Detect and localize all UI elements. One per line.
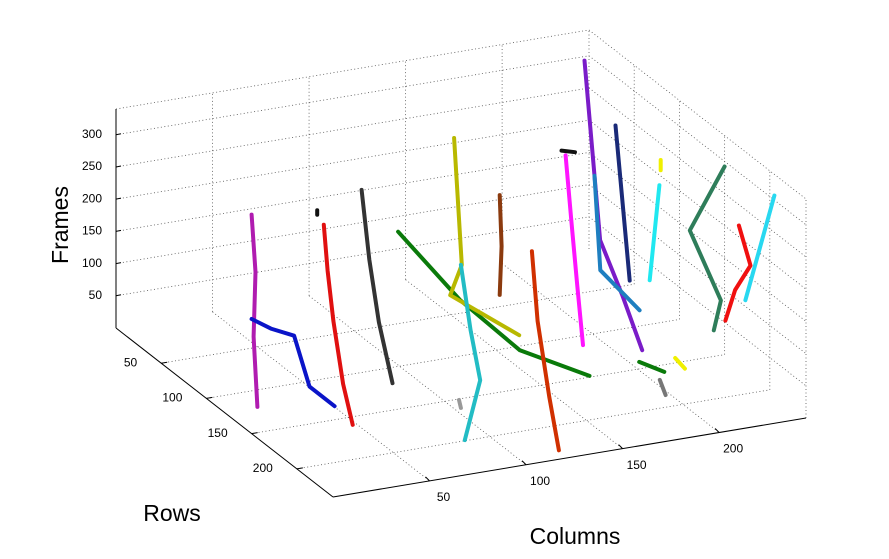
x-tick-label: 50 (437, 490, 451, 504)
track (359, 187, 395, 386)
track (613, 123, 632, 283)
track (723, 223, 753, 323)
grid-line (296, 389, 770, 470)
z-tick-label: 300 (82, 127, 102, 141)
track (657, 377, 668, 397)
track (249, 212, 260, 409)
x-axis (332, 417, 807, 498)
track (559, 148, 577, 155)
z-tick-label: 150 (82, 224, 102, 238)
y-tick (161, 361, 168, 364)
grid-line (308, 295, 527, 466)
z-tick (115, 294, 122, 297)
grid-line (501, 263, 720, 433)
grid-line (115, 29, 590, 110)
track (582, 58, 645, 353)
track (249, 317, 337, 409)
y-tick-label: 100 (162, 391, 182, 405)
z-tick (115, 165, 122, 168)
x-tick (425, 476, 430, 482)
y-tick-label: 200 (253, 461, 273, 475)
grid-line (251, 354, 725, 435)
track (673, 356, 687, 371)
grid-line (588, 29, 807, 200)
grid-line (115, 55, 590, 136)
y-tick (206, 396, 213, 399)
track (743, 193, 777, 303)
z-tick-label: 100 (82, 256, 102, 270)
z-tick (115, 262, 122, 265)
grid-line (161, 283, 635, 364)
y-tick (251, 432, 258, 435)
grid-line (115, 151, 590, 232)
z-tick-label: 200 (82, 191, 102, 205)
grid-line (588, 216, 807, 387)
track (457, 397, 463, 410)
x-tick (714, 428, 720, 433)
track (321, 222, 355, 427)
x-tick (521, 460, 527, 466)
y-tick-label: 50 (124, 355, 138, 369)
z-tick-label: 250 (82, 159, 102, 173)
grid-line (115, 184, 590, 264)
grid-line (115, 87, 590, 168)
z-tick (115, 229, 122, 232)
track (687, 164, 727, 333)
track (592, 173, 642, 313)
grid-line (588, 87, 807, 258)
track (529, 249, 561, 453)
track (637, 359, 667, 374)
track (448, 136, 522, 338)
x-tick-label: 100 (530, 474, 550, 488)
z-tick-label: 50 (89, 288, 103, 302)
track (563, 153, 585, 348)
grid-line (588, 119, 807, 290)
track (396, 229, 592, 378)
grid-line (115, 216, 590, 297)
grid-line (115, 119, 590, 200)
grid-line (206, 319, 680, 399)
y-axis-title: Rows (143, 500, 201, 526)
track (497, 193, 504, 297)
grid-line (405, 279, 623, 449)
grid-line (588, 152, 807, 322)
grid-line (212, 311, 430, 482)
track (458, 262, 483, 443)
z-tick (115, 197, 122, 200)
z-axis-title: Frames (47, 186, 73, 264)
x-tick-label: 200 (723, 442, 743, 456)
track (647, 183, 662, 283)
x-tick (618, 444, 623, 449)
y-tick-label: 150 (208, 426, 228, 440)
y-tick (296, 467, 303, 470)
z-tick (115, 133, 122, 136)
x-axis-title: Columns (530, 523, 621, 549)
x-tick-label: 150 (627, 458, 647, 472)
grid-line (588, 55, 807, 226)
